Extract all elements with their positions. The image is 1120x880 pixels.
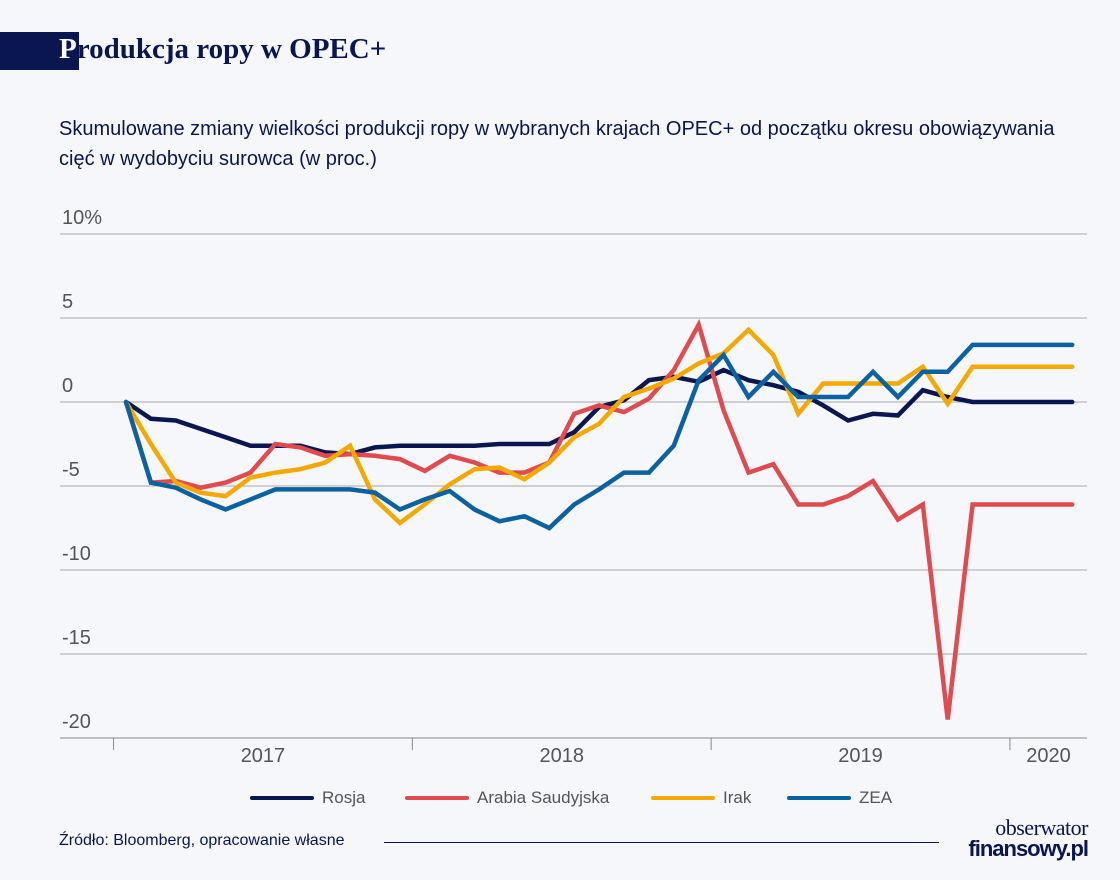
- legend-label: Irak: [723, 788, 752, 807]
- y-tick-label: 10%: [62, 207, 102, 229]
- legend-swatch: [405, 796, 469, 800]
- legend-item-arabia-saudyjska: Arabia Saudyjska: [405, 788, 609, 808]
- y-tick-label: -5: [62, 459, 80, 481]
- title-accent-bar: [0, 32, 79, 70]
- x-tick-label: 2020: [1026, 745, 1071, 767]
- legend-item-irak: Irak: [651, 788, 751, 808]
- legend-label: Arabia Saudyjska: [477, 788, 610, 807]
- logo-line1: obserwator: [995, 815, 1088, 840]
- y-tick-label: -15: [62, 627, 91, 649]
- x-tick-label: 2017: [241, 745, 286, 767]
- legend: Rosja Arabia Saudyjska Irak ZEA: [0, 788, 1120, 812]
- series-line-irak: [123, 326, 1075, 526]
- series-line-zea: [123, 342, 1075, 531]
- logo: obserwator finansowy.pl: [948, 815, 1089, 861]
- legend-swatch: [787, 796, 851, 800]
- y-tick-label: -10: [62, 543, 91, 565]
- title-rest: rodukcja ropy w OPEC+: [76, 33, 387, 65]
- chart-title: Produkcja ropy w OPEC+: [59, 33, 386, 66]
- y-tick-label: -20: [62, 711, 91, 733]
- legend-item-zea: ZEA: [787, 788, 892, 808]
- source-note: Źródło: Bloomberg, opracowanie własne: [59, 832, 345, 849]
- legend-label: Rosja: [322, 788, 366, 807]
- legend-item-rosja: Rosja: [250, 788, 365, 808]
- series-line-rosja: [123, 367, 1075, 457]
- y-tick-label: 0: [62, 375, 73, 397]
- logo-line2: finansowy.pl: [968, 836, 1089, 861]
- chart-subtitle: Skumulowane zmiany wielkości produkcji r…: [59, 118, 1055, 170]
- legend-swatch: [250, 796, 314, 800]
- series-line-arabia-saudyjska: [123, 318, 1075, 720]
- footer-divider: [384, 842, 939, 843]
- x-tick-label: 2018: [540, 745, 585, 767]
- x-tick-label: 2019: [838, 745, 883, 767]
- legend-swatch: [651, 796, 715, 800]
- y-tick-label: 5: [62, 291, 73, 313]
- legend-label: ZEA: [859, 788, 893, 807]
- title-first-letter: P: [59, 33, 77, 65]
